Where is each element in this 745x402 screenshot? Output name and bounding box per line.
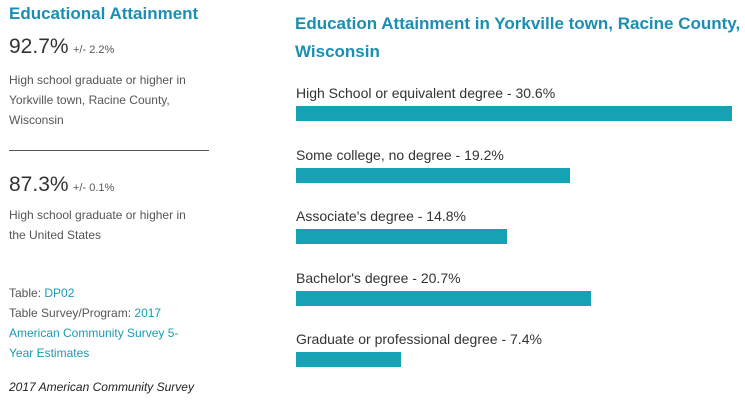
category-label: Some college, no degree - 19.2% bbox=[296, 146, 504, 163]
chart-title: Education Attainment in Yorkville town, … bbox=[295, 14, 741, 61]
footer: 2017 American Community Survey bbox=[9, 380, 194, 394]
bar bbox=[296, 106, 732, 121]
bar bbox=[296, 229, 507, 244]
summary-title: Educational Attainment bbox=[9, 4, 199, 23]
national-description: High school graduate or higher in the Un… bbox=[9, 208, 186, 242]
program-link[interactable]: 2017 American Community Survey 5-Year Es… bbox=[9, 306, 179, 360]
table-link[interactable]: DP02 bbox=[44, 286, 75, 300]
bar bbox=[296, 352, 402, 367]
category-label: Graduate or professional degree - 7.4% bbox=[296, 331, 542, 347]
local-value: 92.7% bbox=[9, 35, 69, 58]
category-label: High School or equivalent degree - 30.6% bbox=[296, 85, 556, 101]
table-label: Table: bbox=[9, 286, 42, 300]
national-stat: 87.3% +/- 0.1% bbox=[9, 173, 114, 197]
bar bbox=[296, 290, 591, 306]
divider bbox=[9, 150, 209, 151]
national-value: 87.3% bbox=[9, 173, 69, 196]
local-margin: +/- 2.2% bbox=[73, 44, 115, 56]
national-margin: +/- 0.1% bbox=[73, 182, 115, 194]
local-description: High school graduate or higher in Yorkvi… bbox=[9, 73, 186, 127]
local-stat: 92.7% +/- 2.2% bbox=[9, 35, 114, 59]
category-label: Bachelor's degree - 20.7% bbox=[296, 269, 461, 286]
bar bbox=[296, 167, 570, 183]
program-label: Table Survey/Program: bbox=[9, 306, 132, 320]
program-line: Table Survey/Program: 2017 American Comm… bbox=[9, 303, 199, 363]
category-label: Associate's degree - 14.8% bbox=[296, 208, 466, 224]
table-line: Table: DP02 bbox=[9, 283, 199, 303]
